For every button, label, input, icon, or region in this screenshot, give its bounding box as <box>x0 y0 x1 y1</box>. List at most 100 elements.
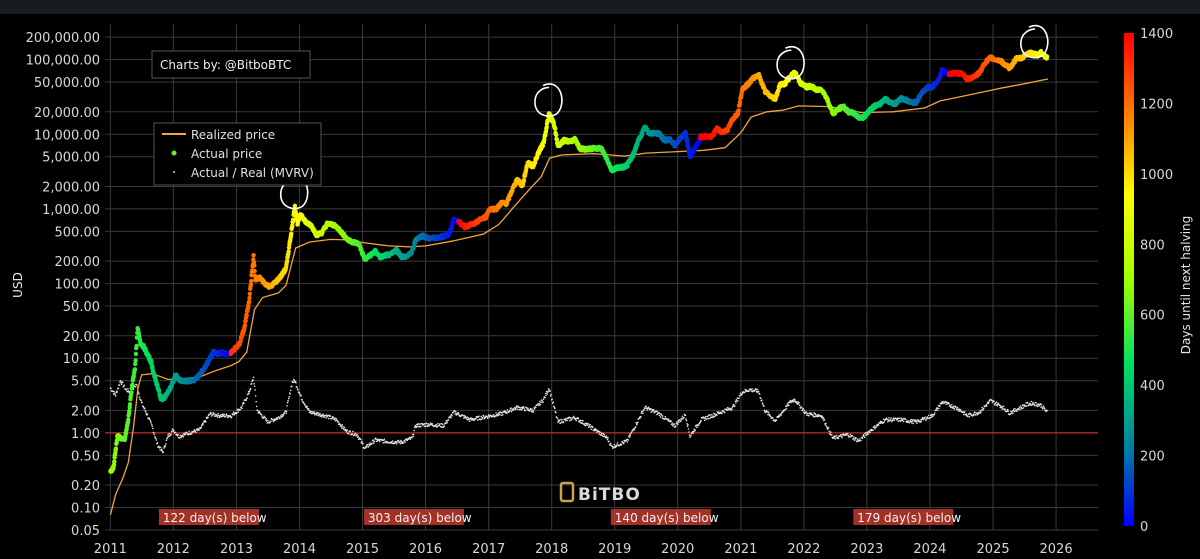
mvrv-point <box>883 421 886 423</box>
mvrv-point <box>853 439 856 442</box>
mvrv-point <box>582 420 584 422</box>
mvrv-point <box>181 436 183 438</box>
mvrv-point <box>673 423 675 425</box>
mvrv-point <box>254 395 257 397</box>
mvrv-point <box>331 417 333 420</box>
actual-price-point <box>540 143 546 148</box>
mvrv-point <box>269 422 271 424</box>
mvrv-point <box>959 409 962 411</box>
mvrv-point <box>917 419 920 421</box>
mvrv-point <box>948 403 950 405</box>
mvrv-point <box>307 408 310 410</box>
handdrawn-circles <box>280 24 1049 210</box>
mvrv-point <box>609 442 612 445</box>
mvrv-point <box>958 410 961 412</box>
mvrv-point <box>549 395 552 397</box>
mvrv-point <box>497 412 500 415</box>
mvrv-point <box>210 412 212 415</box>
mvrv-point <box>693 428 695 431</box>
actual-price-point <box>133 351 139 357</box>
mvrv-point <box>602 435 605 438</box>
mvrv-point <box>431 422 433 425</box>
mvrv-point <box>226 414 228 417</box>
mvrv-point <box>283 413 285 415</box>
mvrv-point <box>756 388 759 391</box>
mvrv-point <box>285 410 288 413</box>
mvrv-point <box>162 451 165 454</box>
mvrv-point <box>953 408 956 410</box>
colorbar-tick-label: 600 <box>1140 309 1165 324</box>
mvrv-point <box>942 400 944 403</box>
mvrv-point <box>1042 405 1045 408</box>
mvrv-point <box>735 399 738 401</box>
mvrv-point <box>368 444 371 447</box>
mvrv-point <box>167 434 169 436</box>
mvrv-point <box>991 401 994 404</box>
mvrv-point <box>721 412 723 415</box>
mvrv-point <box>808 414 810 417</box>
mvrv-point <box>118 384 121 387</box>
mvrv-point <box>484 416 487 419</box>
mvrv-point <box>709 414 711 416</box>
mvrv-point <box>264 416 266 419</box>
grid-lines <box>105 24 1098 531</box>
mvrv-point <box>558 420 560 423</box>
mvrv-point <box>343 426 346 429</box>
mvrv-point <box>236 412 238 414</box>
mvrv-point <box>901 419 904 422</box>
mvrv-point <box>810 412 813 415</box>
mvrv-point <box>798 404 801 407</box>
mvrv-point <box>120 382 122 384</box>
mvrv-point <box>911 422 913 424</box>
mvrv-point <box>116 391 119 393</box>
mvrv-point <box>828 430 830 433</box>
below-annotation-box <box>363 509 464 525</box>
mvrv-point <box>313 412 315 415</box>
mvrv-point <box>233 414 235 416</box>
mvrv-point <box>825 425 828 428</box>
mvrv-point <box>123 384 126 387</box>
mvrv-point <box>287 399 289 402</box>
mvrv-point <box>573 415 575 418</box>
mvrv-point <box>753 390 756 392</box>
mvrv-point <box>357 438 360 441</box>
mvrv-point <box>248 390 251 393</box>
mvrv-point <box>155 437 157 440</box>
mvrv-point <box>686 423 688 425</box>
y-tick-label: 200,000.00 <box>26 31 100 46</box>
x-tick-label: 2024 <box>913 542 946 557</box>
mvrv-point <box>401 441 404 443</box>
mvrv-point <box>603 434 606 436</box>
mvrv-point <box>443 425 446 428</box>
mvrv-point <box>145 411 147 413</box>
below-annotation-box <box>610 509 711 525</box>
mvrv-point <box>168 432 170 435</box>
mvrv-point <box>170 430 173 433</box>
mvrv-point <box>371 442 373 445</box>
mvrv-point <box>743 391 746 394</box>
mvrv-point <box>551 398 553 401</box>
mvrv-point <box>1004 408 1006 411</box>
actual-price-point <box>130 382 135 387</box>
credit-text: Charts by: @BitboBTC <box>160 58 291 72</box>
mvrv-point <box>684 414 687 417</box>
mvrv-point <box>153 433 156 436</box>
mvrv-point <box>255 400 257 403</box>
mvrv-point <box>859 438 861 440</box>
mvrv-point <box>538 404 540 407</box>
mvrv-point <box>1036 405 1039 408</box>
mvrv-point <box>253 383 255 385</box>
mvrv-point <box>412 435 414 438</box>
colorbar-tick-label: 1000 <box>1140 168 1173 183</box>
mvrv-point <box>757 391 760 393</box>
y-tick-label: 1.00 <box>71 427 100 442</box>
mvrv-point <box>516 408 518 410</box>
mvrv-point <box>468 420 471 422</box>
mvrv-point <box>241 404 244 407</box>
actual-price-point <box>111 462 117 467</box>
mvrv-point <box>645 405 647 408</box>
mvrv-point <box>492 414 495 416</box>
mvrv-point <box>807 412 809 415</box>
mvrv-point <box>464 415 467 418</box>
mvrv-point <box>221 415 223 418</box>
